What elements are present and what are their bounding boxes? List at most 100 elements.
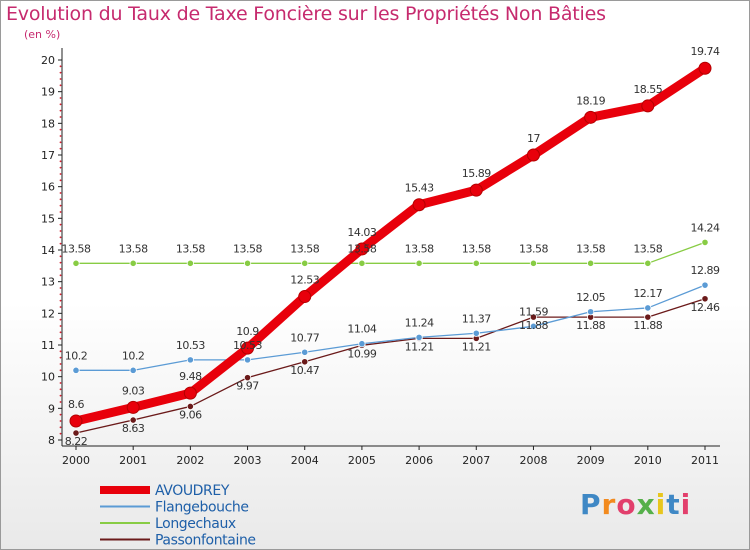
x-tick-label: 2005 [348,454,376,467]
data-point-flangebouche [587,308,595,316]
data-label-passonfontaine: 11.88 [519,319,548,332]
data-point-avoudrey [526,148,540,162]
data-point-passonfontaine [529,313,538,321]
data-label-avoudrey: 17 [527,132,540,145]
data-point-longechaux [644,259,652,267]
y-minor-tick [59,84,62,87]
y-tick-label: 18 [41,117,55,130]
y-minor-tick [59,135,62,137]
data-label-flangebouche: 10.77 [290,331,319,344]
data-label-passonfontaine: 11.21 [462,340,491,353]
x-tick-label: 2002 [176,454,204,467]
data-point-longechaux [472,259,480,267]
data-point-passonfontaine [72,429,80,437]
y-minor-tick [59,160,62,163]
data-point-longechaux [186,259,194,267]
data-label-flangebouche: 11.24 [405,316,434,329]
data-label-passonfontaine: 10.47 [290,364,319,377]
chart-title: Evolution du Taux de Taxe Foncière sur l… [6,3,606,25]
y-minor-tick [59,394,62,397]
y-minor-tick [59,198,62,201]
data-label-avoudrey: 8.6 [68,398,84,411]
data-label-longechaux: 13.58 [519,242,548,255]
y-minor-tick [59,274,62,277]
data-point-avoudrey [698,61,712,75]
data-point-flangebouche [129,366,137,374]
data-label-flangebouche: 11.59 [519,305,548,318]
series-line-avoudrey [71,63,710,426]
data-point-longechaux [358,259,366,267]
data-label-longechaux: 13.58 [347,242,376,255]
data-point-flangebouche [72,366,80,374]
y-minor-tick [59,369,62,372]
legend-label-passonfontaine: Passonfontaine [155,533,256,549]
data-point-avoudrey [183,386,197,400]
y-tick-label: 8 [48,434,55,447]
data-label-avoudrey: 12.53 [290,274,319,287]
y-minor-tick [59,242,62,245]
y-minor-tick [59,350,62,353]
series-line-longechaux [75,241,706,264]
x-tick-label: 2011 [691,454,719,467]
data-label-passonfontaine: 12.46 [691,301,720,314]
data-point-passonfontaine [301,358,309,366]
data-point-passonfontaine [129,416,137,424]
data-point-flangebouche [358,340,366,348]
data-label-avoudrey: 14.03 [347,226,376,239]
data-point-avoudrey [298,290,312,304]
series-line-passonfontaine [75,298,706,434]
data-label-longechaux: 13.58 [462,242,491,255]
y-minor-tick [59,204,62,207]
y-tick-label: 13 [41,276,55,289]
data-point-passonfontaine [701,295,709,303]
data-point-passonfontaine [243,374,252,382]
x-tick-label: 2004 [291,454,319,467]
data-label-avoudrey: 15.89 [462,167,491,180]
data-point-flangebouche [243,356,252,364]
y-minor-tick [59,268,62,270]
y-minor-tick [59,103,62,106]
data-point-longechaux [129,259,137,267]
data-point-avoudrey [69,414,83,428]
y-tick-label: 10 [41,371,55,384]
y-tick-label: 9 [48,402,55,415]
data-point-flangebouche [644,304,652,312]
data-label-avoudrey: 15.43 [405,182,434,195]
legend-label-flangebouche: Flangebouche [155,500,249,516]
y-tick-label: 11 [41,339,55,352]
y-minor-tick [59,432,62,435]
y-minor-tick [59,413,62,416]
data-label-longechaux: 13.58 [176,242,205,255]
y-minor-tick [59,71,62,74]
data-label-passonfontaine: 9.06 [179,408,202,421]
y-minor-tick [59,109,62,112]
legend-label-longechaux: Longechaux [155,516,236,532]
data-label-passonfontaine: 9.97 [236,380,259,393]
data-label-flangebouche: 12.17 [633,287,662,300]
data-label-longechaux: 13.58 [405,242,434,255]
data-label-flangebouche: 12.89 [691,264,720,277]
series-line-flangebouche [75,284,706,371]
data-label-longechaux: 13.58 [62,242,91,255]
y-minor-tick [59,147,62,150]
data-label-avoudrey: 18.55 [633,83,662,96]
x-tick-label: 2007 [462,454,490,467]
data-label-flangebouche: 10.53 [176,339,205,352]
data-label-longechaux: 13.58 [633,242,662,255]
y-minor-tick [59,331,62,334]
y-minor-tick [59,318,62,321]
data-point-longechaux [243,259,252,267]
y-minor-tick [59,299,62,302]
data-label-longechaux: 14.24 [691,221,720,234]
y-tick-label: 16 [41,181,55,194]
y-minor-tick [59,141,62,144]
y-minor-tick [59,420,62,422]
data-point-avoudrey [241,341,255,355]
data-point-longechaux [587,259,595,267]
data-label-flangebouche: 11.37 [462,312,491,325]
data-point-flangebouche [472,329,480,337]
data-label-longechaux: 13.58 [233,242,262,255]
data-label-passonfontaine: 11.88 [576,319,605,332]
y-minor-tick [59,325,62,327]
